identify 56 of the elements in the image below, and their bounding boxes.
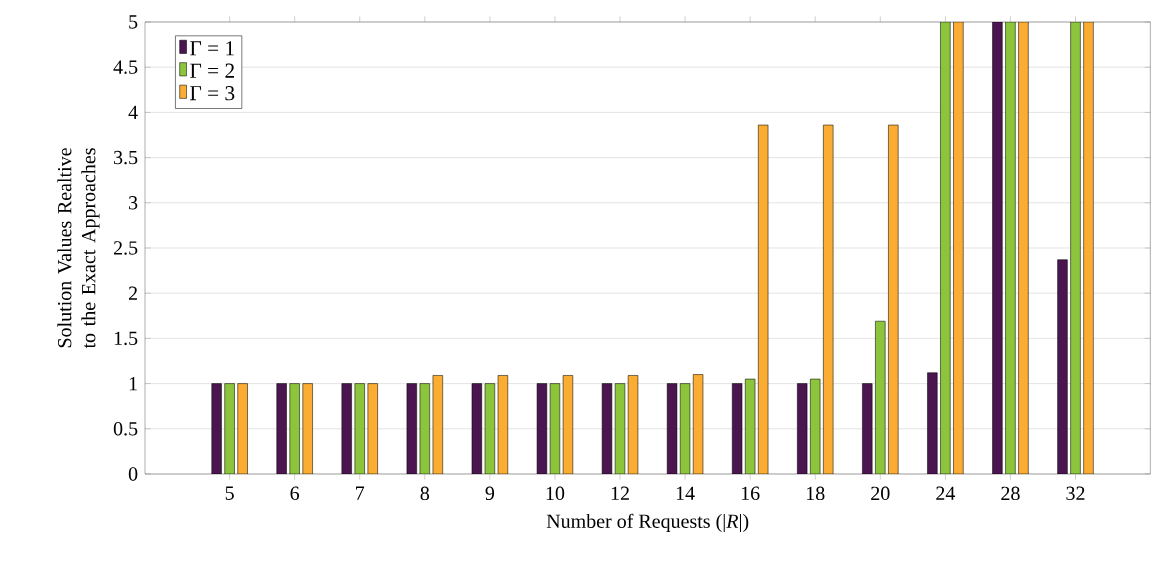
bar xyxy=(224,383,235,474)
bar xyxy=(354,383,365,474)
bar xyxy=(953,22,964,474)
y-tick-label: 5 xyxy=(129,15,138,29)
bar xyxy=(484,383,496,474)
bar xyxy=(549,383,561,474)
bar xyxy=(927,372,938,474)
bar xyxy=(237,383,248,474)
bar xyxy=(888,124,899,474)
x-tick-label: 12 xyxy=(611,486,629,500)
y-tick-label: 4 xyxy=(128,105,138,119)
bar xyxy=(940,22,951,474)
legend-label: Γ = 1 xyxy=(190,41,234,56)
y-tick-label: 1.5 xyxy=(114,331,138,346)
bar xyxy=(679,383,691,474)
bar xyxy=(1018,22,1029,474)
bar xyxy=(341,383,352,474)
y-tick-label: 4.5 xyxy=(113,60,138,74)
x-tick-label: 14 xyxy=(676,486,695,500)
bar xyxy=(875,320,886,474)
y-axis-title: Solution Values Realtive to the Exact Approaches xyxy=(57,148,100,349)
bar xyxy=(276,383,287,474)
x-tick-label: 10 xyxy=(546,486,565,501)
bar xyxy=(992,22,1003,474)
x-tick-label: 5 xyxy=(225,486,234,500)
x-tick-label: 20 xyxy=(871,486,890,501)
y-tick-label: 0 xyxy=(128,467,138,481)
bar xyxy=(862,383,873,474)
bar xyxy=(419,383,430,474)
y-tick-label: 3.5 xyxy=(114,150,138,165)
x-tick-label: 28 xyxy=(1001,486,1020,501)
bar xyxy=(1057,259,1068,474)
bar xyxy=(1005,22,1016,474)
legend-label: Γ = 2 xyxy=(190,63,234,78)
x-tick-label: 32 xyxy=(1066,486,1085,501)
y-tick-label: 2.5 xyxy=(113,241,138,255)
x-tick-label: 8 xyxy=(420,486,430,501)
x-axis-title: Number of Requests (|R|) xyxy=(546,513,749,533)
x-tick-label: 24 xyxy=(936,486,956,500)
bar xyxy=(211,383,222,474)
x-tick-label: 6 xyxy=(290,486,300,501)
bar xyxy=(1070,22,1081,474)
x-tick-label: 9 xyxy=(485,486,495,501)
bar xyxy=(302,383,313,474)
x-tick-label: 16 xyxy=(741,486,760,501)
y-tick-label: 2 xyxy=(128,286,137,300)
bar xyxy=(810,378,821,474)
bar xyxy=(745,378,756,474)
y-tick-label: 3 xyxy=(129,196,138,210)
y-tick-label: 1 xyxy=(129,377,137,391)
legend-label: Γ = 3 xyxy=(190,86,235,101)
x-tick-label: 18 xyxy=(806,486,825,501)
bar xyxy=(1083,22,1094,474)
y-tick-label: 0.5 xyxy=(113,422,138,436)
bar xyxy=(289,383,300,474)
x-tick-label: 7 xyxy=(356,486,365,500)
